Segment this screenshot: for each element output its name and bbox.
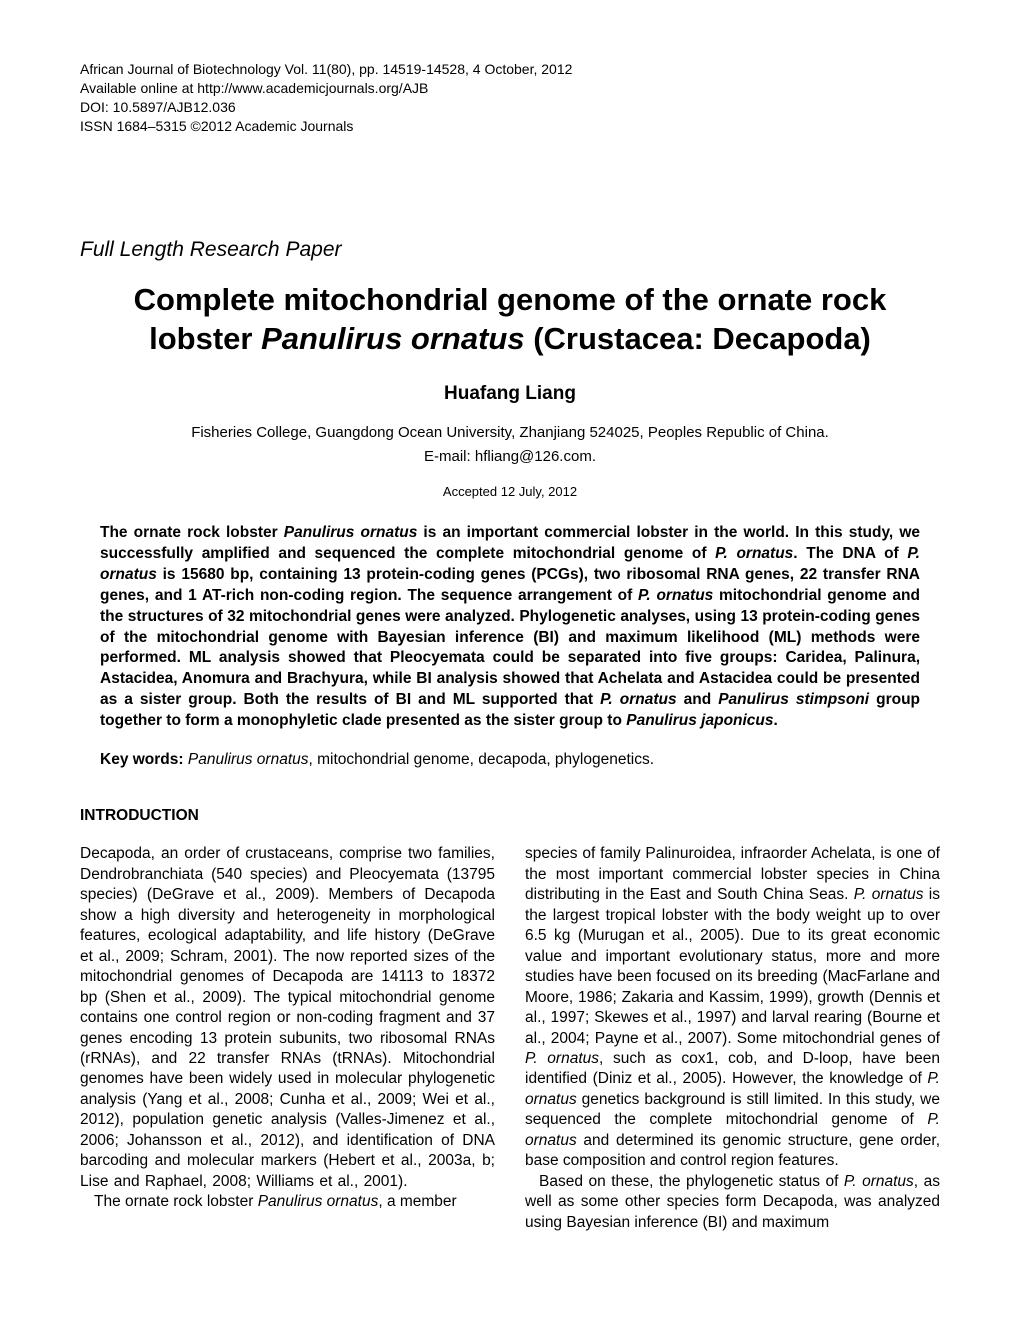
keywords-text: , mitochondrial genome, decapoda, phylog… xyxy=(309,751,655,768)
body-columns: Decapoda, an order of crustaceans, compr… xyxy=(80,844,940,1233)
journal-citation: African Journal of Biotechnology Vol. 11… xyxy=(80,60,940,79)
affiliation: Fisheries College, Guangdong Ocean Unive… xyxy=(80,423,940,443)
intro-paragraph-2: The ornate rock lobster Panulirus ornatu… xyxy=(80,1192,495,1212)
keywords-species: Panulirus ornatus xyxy=(188,751,309,768)
intro-paragraph-1: Decapoda, an order of crustaceans, compr… xyxy=(80,844,495,1192)
intro-paragraph-3: species of family Palinuroidea, infraord… xyxy=(525,844,940,1171)
author-name: Huafang Liang xyxy=(80,382,940,407)
journal-issn: ISSN 1684–5315 ©2012 Academic Journals xyxy=(80,117,940,136)
introduction-heading: INTRODUCTION xyxy=(80,806,940,826)
journal-header: African Journal of Biotechnology Vol. 11… xyxy=(80,60,940,136)
keywords-label: Key words: xyxy=(100,751,184,768)
author-email: E-mail: hfliang@126.com. xyxy=(80,447,940,467)
title-line2-prefix: lobster xyxy=(149,321,261,356)
title-line1: Complete mitochondrial genome of the orn… xyxy=(134,282,887,317)
accepted-date: Accepted 12 July, 2012 xyxy=(80,484,940,501)
column-right: species of family Palinuroidea, infraord… xyxy=(525,844,940,1233)
abstract: The ornate rock lobster Panulirus ornatu… xyxy=(100,523,920,732)
keywords: Key words: Panulirus ornatus, mitochondr… xyxy=(100,750,920,770)
paper-type-label: Full Length Research Paper xyxy=(80,236,940,263)
paper-title: Complete mitochondrial genome of the orn… xyxy=(80,281,940,359)
title-line2-suffix: (Crustacea: Decapoda) xyxy=(525,321,871,356)
journal-doi: DOI: 10.5897/AJB12.036 xyxy=(80,98,940,117)
journal-online: Available online at http://www.academicj… xyxy=(80,79,940,98)
title-species: Panulirus ornatus xyxy=(261,321,525,356)
column-left: Decapoda, an order of crustaceans, compr… xyxy=(80,844,495,1233)
intro-paragraph-4: Based on these, the phylogenetic status … xyxy=(525,1172,940,1233)
